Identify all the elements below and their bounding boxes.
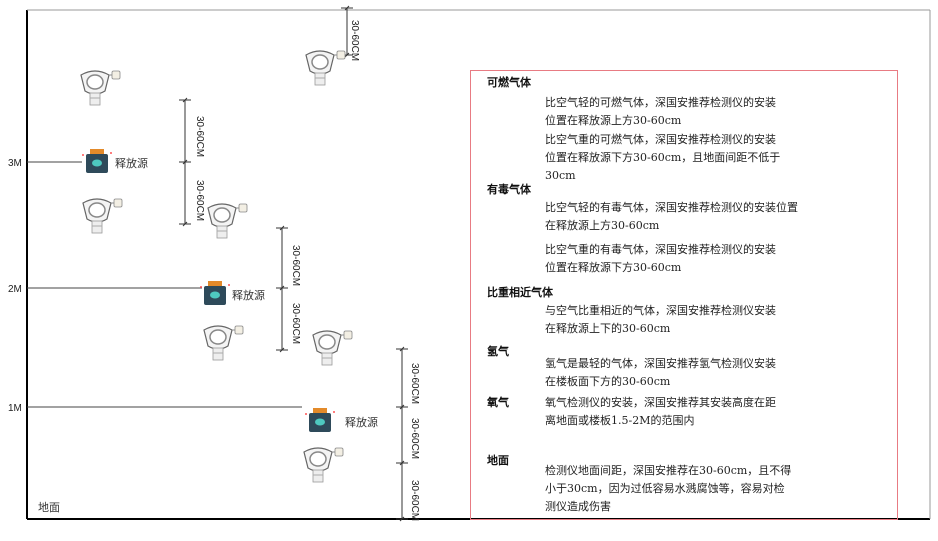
- level-lines: [27, 161, 302, 408]
- section-heading: 有毒气体: [487, 183, 531, 196]
- section-paragraph: 比空气轻的可燃气体，深国安推荐检测仪的安装 位置在释放源上方30-60cm: [545, 96, 776, 127]
- dimension-label: 30-60CM: [409, 418, 420, 459]
- dimension-label: 30-60CM: [290, 303, 301, 344]
- section-paragraph: 检测仪地面间距，深国安推荐在30-60cm，且不得 小于30cm，因为过低容易水…: [545, 464, 792, 513]
- section-paragraph: 比空气轻的有毒气体，深国安推荐检测仪的安装位置 在释放源上方30-60cm: [545, 201, 798, 232]
- section-paragraph: 氢气是最轻的气体，深国安推荐氢气检测仪安装 在楼板面下方的30-60cm: [545, 357, 776, 388]
- release-source-label: 释放源: [115, 156, 148, 170]
- section-heading: 可燃气体: [487, 76, 531, 89]
- dimension-lines: [179, 5, 408, 522]
- dimension-label: 30-60CM: [290, 245, 301, 286]
- level-1m-label: 1M: [8, 403, 22, 414]
- dimension-label: 30-60CM: [194, 116, 205, 157]
- release-source-label: 释放源: [345, 415, 378, 429]
- ground-label: 地面: [38, 501, 60, 514]
- section-heading: 比重相近气体: [487, 286, 553, 299]
- release-source-icon: [200, 281, 230, 305]
- gas-detector-icon: [305, 50, 346, 86]
- section-heading: 地面: [487, 454, 509, 467]
- level-2m-label: 2M: [8, 284, 22, 295]
- gas-detector-icon: [312, 330, 353, 366]
- section-paragraph: 比空气重的可燃气体，深国安推荐检测仪的安装 位置在释放源下方30-60cm，且地…: [545, 133, 781, 182]
- guidance-panel: 可燃气体比空气轻的可燃气体，深国安推荐检测仪的安装 位置在释放源上方30-60c…: [470, 70, 898, 520]
- section-paragraph: 与空气比重相近的气体，深国安推荐检测仪安装 在释放源上下的30-60cm: [545, 304, 776, 335]
- release-source-label: 释放源: [232, 288, 265, 302]
- gas-detector-icon: [203, 325, 244, 361]
- gas-detector-icon: [80, 70, 121, 106]
- release-source-icon: [305, 408, 335, 432]
- dimension-label: 30-60CM: [349, 20, 360, 61]
- gas-detector-icon: [207, 203, 248, 239]
- dimension-label: 30-60CM: [409, 480, 420, 521]
- release-source-icon: [82, 149, 112, 173]
- section-heading: 氧气: [487, 396, 509, 409]
- dimension-label: 30-60CM: [194, 180, 205, 221]
- section-heading: 氢气: [487, 345, 509, 358]
- gas-detector-icon: [82, 198, 123, 234]
- section-paragraph: 氧气检测仪的安装，深国安推荐其安装高度在距 离地面或楼板1.5-2M的范围内: [545, 396, 776, 427]
- gas-detector-icon: [303, 447, 344, 483]
- dimension-label: 30-60CM: [409, 363, 420, 404]
- section-paragraph: 比空气重的有毒气体，深国安推荐检测仪的安装 位置在释放源下方30-60cm: [545, 243, 776, 274]
- level-3m-label: 3M: [8, 158, 22, 169]
